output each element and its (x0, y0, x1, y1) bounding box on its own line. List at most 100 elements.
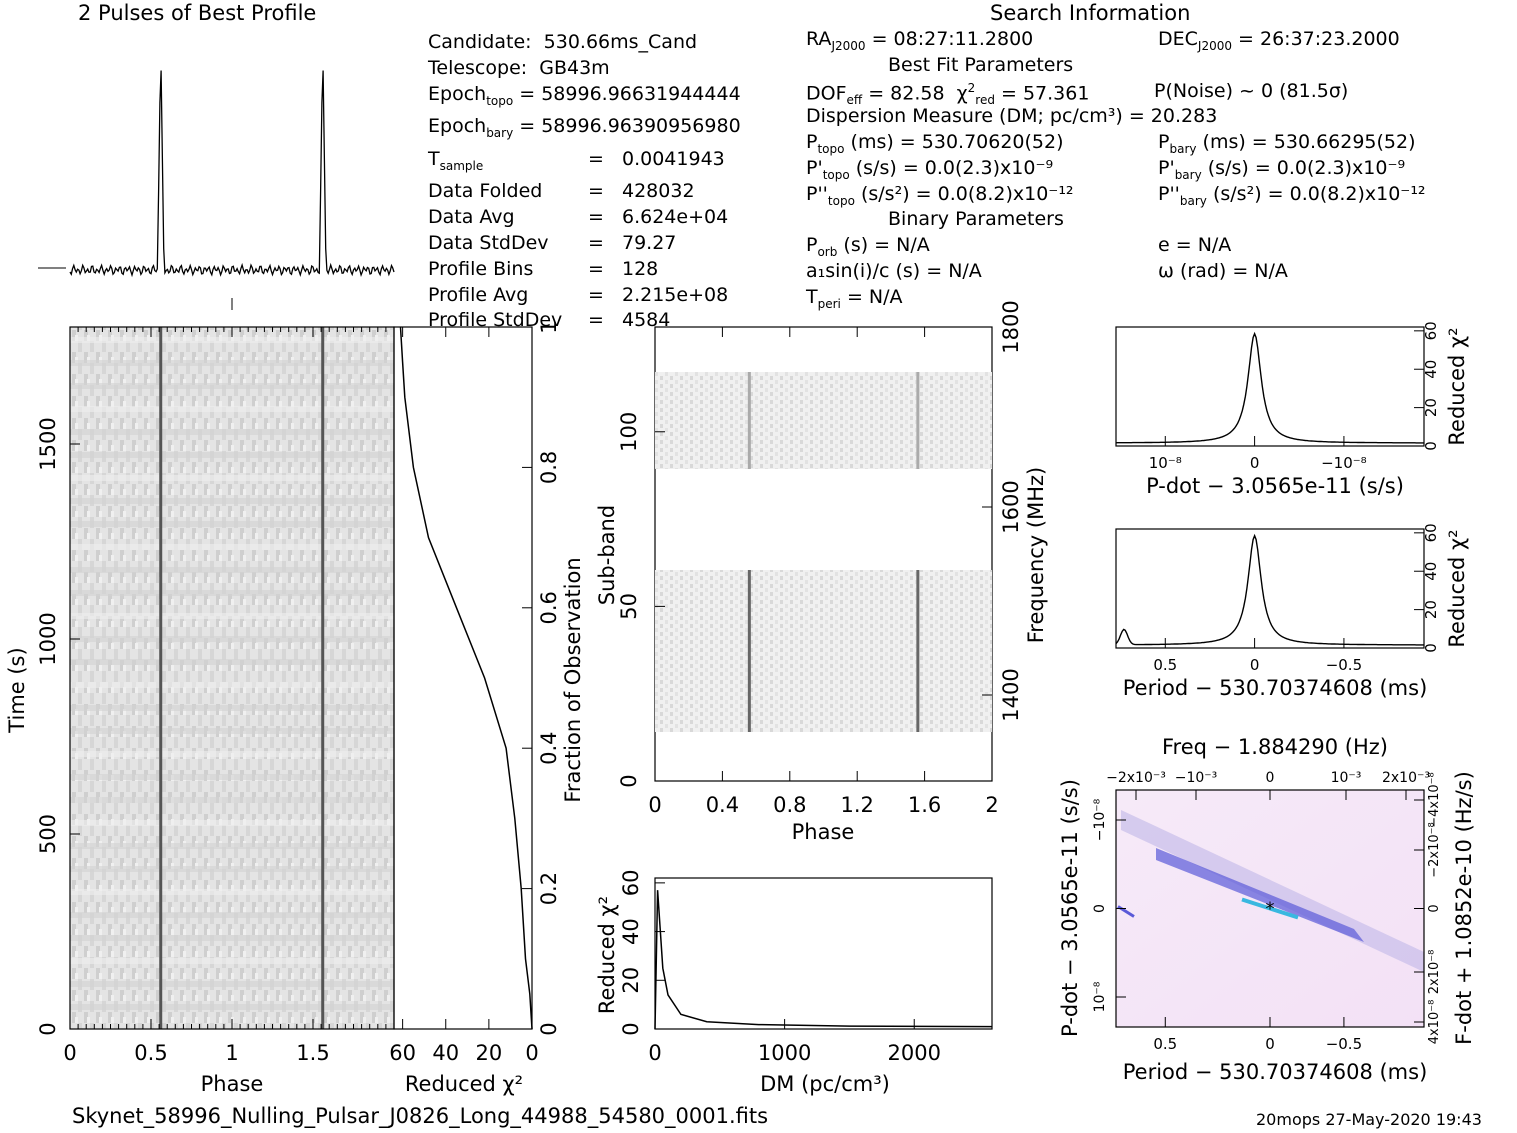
time-phase-band (70, 728, 394, 734)
sb-y2label: Frequency (MHz) (1024, 467, 1048, 643)
pp-xlabel: Period − 530.70374608 (ms) (1123, 1060, 1428, 1084)
info-data-avg: Data Avg = 6.624e+04 (428, 206, 729, 229)
sb-y2tick-label: 1600 (999, 480, 1023, 533)
info-data-stddev: Data StdDev = 79.27 (428, 231, 677, 254)
dm-ylabel: Reduced χ² (595, 896, 619, 1014)
ppdot-band-core (1156, 848, 1364, 942)
period-plot-xlabel: Period − 530.70374608 (ms) (1123, 676, 1428, 700)
tp-xtick-label: 0.5 (134, 1041, 167, 1065)
time-phase-band (70, 659, 394, 665)
chi2-fraction-line (399, 326, 533, 1030)
time-phase-band (70, 475, 394, 481)
info-left: Candidate: 530.66ms_Cand Telescope: GB43… (428, 30, 741, 334)
pdot-plot-xtick-label: −10⁻⁸ (1321, 454, 1367, 472)
tp-xtick-label: 1.5 (296, 1041, 329, 1065)
time-phase-band (70, 958, 394, 964)
search-info-title: Search Information (990, 1, 1191, 25)
pp-toptick-label: 2x10⁻³ (1382, 770, 1430, 786)
cf-xtick-label: 40 (432, 1041, 459, 1065)
pp-y2tick-label: 2x10⁻⁸ (1427, 950, 1442, 995)
info-profile-avg: Profile Avg = 2.215e+08 (428, 283, 729, 306)
info-dm: Dispersion Measure (DM; pc/cm³) = 20.283 (806, 105, 1218, 127)
pdot-plot-frame (1115, 326, 1425, 447)
sb-ylabel: Sub-band (595, 505, 619, 605)
pp-ylabel: P-dot − 3.0565e-11 (s/s) (1058, 779, 1082, 1037)
info-epoch-topo: Epochtopo = 58996.96631944444 (428, 82, 741, 108)
time-phase-band (70, 682, 394, 688)
time-phase-band (70, 774, 394, 780)
time-phase-band (70, 820, 394, 826)
time-phase-band (70, 406, 394, 412)
time-phase-band (70, 705, 394, 711)
pdot-plot-ylabel: Reduced χ² (1445, 327, 1469, 445)
time-phase-band (70, 613, 394, 619)
pp-toptick-label: −2x10⁻³ (1106, 770, 1166, 786)
pdot-plot-xtick-label: 0 (1250, 454, 1260, 472)
period-plot-ylabel: Reduced χ² (1445, 529, 1469, 647)
dm-ytick-label: 0 (619, 1022, 643, 1035)
best-fit-title: Best Fit Parameters (888, 54, 1074, 76)
sb-xtick-label: 0.4 (706, 793, 739, 817)
pp-toptick-label: 0 (1266, 770, 1275, 786)
info-pdbary: P'bary (s/s) = 0.0(2.3)x10⁻⁹ (1158, 157, 1406, 182)
time-phase-band (70, 429, 394, 435)
time-phase-band (70, 360, 394, 366)
time-phase-band (70, 590, 394, 596)
time-phase-band (70, 912, 394, 918)
footer-filename: Skynet_58996_Nulling_Pulsar_J0826_Long_4… (72, 1104, 769, 1128)
time-phase-band (70, 567, 394, 573)
cf-ytick-zero: 0 (537, 1022, 561, 1035)
info-data-folded: Data Folded = 428032 (428, 180, 695, 203)
dm-ytick-label: 40 (619, 918, 643, 945)
tp-xtick-label: 0 (63, 1041, 76, 1065)
pp-toptick-label: −10⁻³ (1175, 770, 1218, 786)
sb-ytick-label: 0 (617, 774, 641, 787)
pp-ytick-label: 10⁻⁸ (1092, 981, 1108, 1012)
time-phase-band (70, 797, 394, 803)
subband-band-lower (655, 570, 992, 732)
sb-xtick-label: 0 (648, 793, 661, 817)
period-plot-ytick-label: 60 (1422, 523, 1440, 542)
pp-xtick-label: 0 (1265, 1035, 1275, 1053)
cf-ytick-label: 0.8 (537, 451, 561, 484)
sb-ytick-label: 50 (617, 593, 641, 620)
tp-xtick-label: 1 (225, 1041, 238, 1065)
info-asini: a₁sin(i)/c (s) = N/A (806, 260, 982, 282)
period-plot-xtick-label: −0.5 (1326, 656, 1362, 674)
pp-toptick-label: 10⁻³ (1331, 770, 1362, 786)
info-pnoise: P(Noise) ~ 0 (81.5σ) (1154, 80, 1349, 102)
dm-xlabel: DM (pc/cm³) (760, 1072, 890, 1096)
time-phase-band (70, 498, 394, 504)
chi2-fraction-frame (393, 326, 533, 1030)
dm-xtick-label: 1000 (758, 1041, 811, 1065)
info-pdtopo: P'topo (s/s) = 0.0(2.3)x10⁻⁹ (806, 157, 1054, 182)
time-phase-band (70, 383, 394, 389)
period-plot-frame (1115, 528, 1425, 649)
pdot-plot-line (1115, 331, 1424, 444)
period-plot-ytick-label: 40 (1422, 562, 1440, 581)
time-phase-band (70, 843, 394, 849)
info-epoch-bary: Epochbary = 58996.96390956980 (428, 115, 741, 140)
pp-y2tick-label: −2x10⁻⁸ (1427, 822, 1442, 877)
dm-frame (654, 877, 993, 1030)
pp-xtick-label: 0.5 (1153, 1035, 1177, 1053)
pdot-plot-ytick-label: 60 (1422, 321, 1440, 340)
sb-y2tick-label: 1400 (999, 668, 1023, 721)
pp-y2tick-label: 4x10⁻⁸ (1427, 1000, 1442, 1045)
cf-xtick-label: 60 (389, 1041, 416, 1065)
footer-stamp: 20mops 27-May-2020 19:43 (1256, 1110, 1482, 1129)
profile-title: 2 Pulses of Best Profile (78, 1, 317, 25)
info-profile-bins: Profile Bins = 128 (428, 257, 659, 280)
profile-line (69, 70, 395, 278)
pp-y2tick-label: 0 (1427, 904, 1442, 912)
sb-xtick-label: 1.6 (908, 793, 941, 817)
time-phase-band (70, 636, 394, 642)
tp-ytick-label: 0 (36, 1022, 60, 1035)
time-phase-pulse-0 (159, 327, 163, 1029)
time-phase-band (70, 1004, 394, 1010)
tp-ylabel: Time (s) (5, 647, 29, 733)
info-dof: DOFeff = 82.58 χ2red = 57.361 (806, 81, 1090, 108)
subband-pulse-lower-0 (747, 570, 751, 732)
tp-ytick-label: 500 (36, 814, 60, 854)
time-phase-pulse-1 (321, 327, 325, 1029)
